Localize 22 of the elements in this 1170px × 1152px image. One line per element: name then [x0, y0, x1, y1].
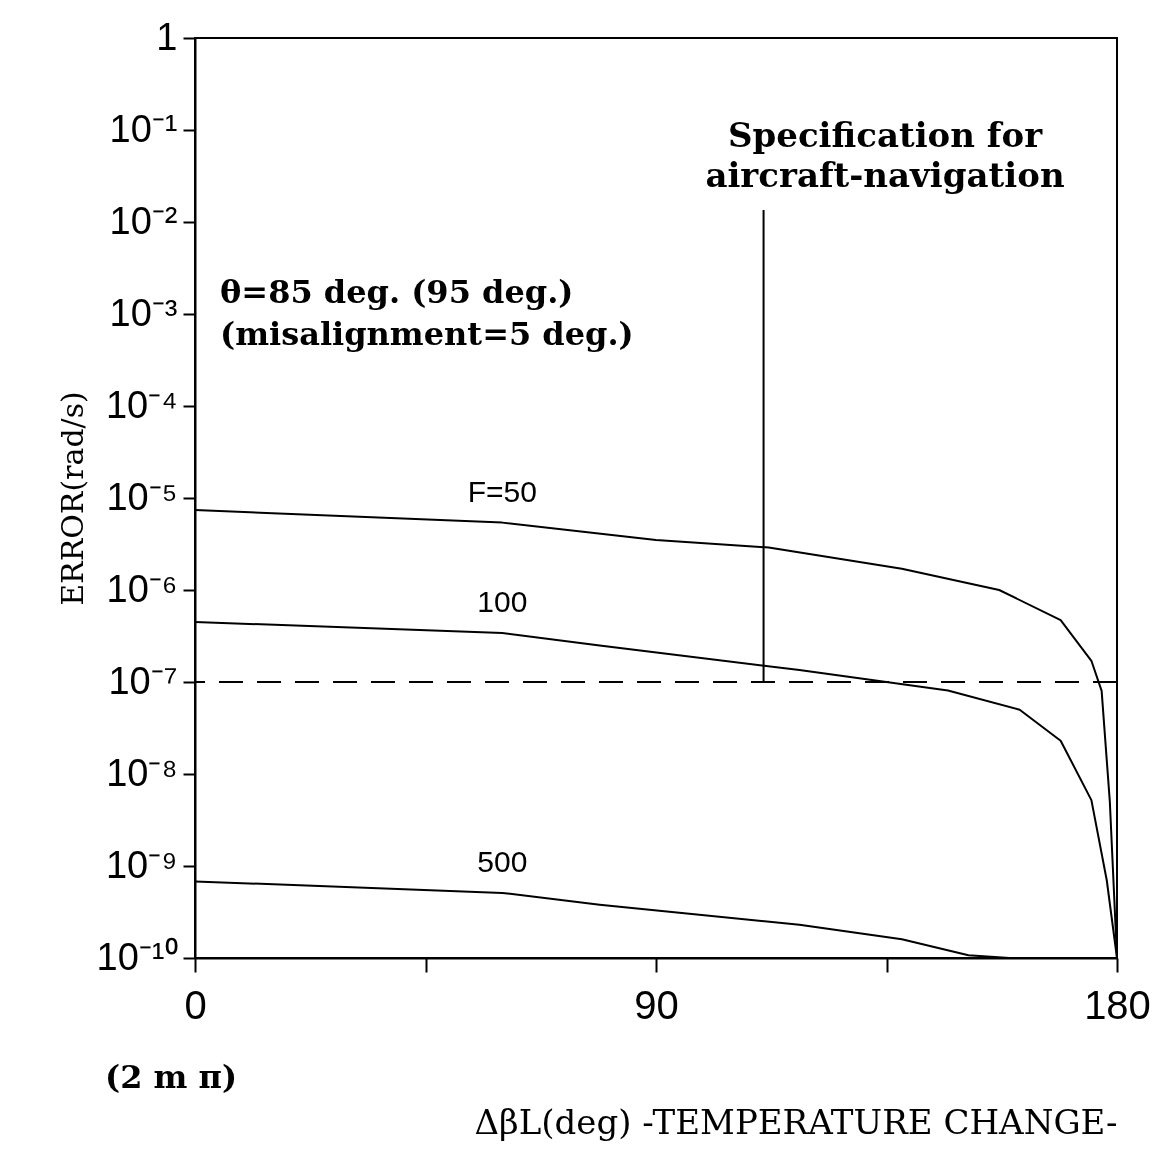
series-label: 100 — [477, 585, 528, 619]
y-tick-label: 10⁻² — [109, 199, 178, 242]
y-tick-label: 10⁻¹⁰ — [96, 935, 178, 978]
x-tick-label: 90 — [634, 982, 679, 1027]
y-tick-label: 10⁻⁸ — [106, 751, 178, 794]
y-tick-label: 10⁻⁹ — [105, 843, 178, 886]
y-tick-label: 10⁻⁷ — [108, 659, 178, 702]
y-tick-label: 10⁻³ — [109, 291, 178, 334]
x-tick-label: 180 — [1084, 982, 1151, 1027]
text: (2 m π) — [105, 1058, 238, 1096]
x-tick-label: 0 — [184, 982, 207, 1027]
annotation: θ=85 deg. (95 deg.) (misalignment=5 deg.) — [220, 273, 634, 353]
y-axis-title: ERROR(rad/s) — [54, 391, 90, 606]
y-tick-label: 1 — [156, 15, 178, 58]
series-label: 500 — [477, 844, 528, 878]
annotation: Specification for aircraft-navigation — [705, 115, 1065, 195]
y-tick-label: 10⁻⁶ — [106, 567, 178, 610]
y-tick-label: 10⁻⁴ — [105, 383, 178, 426]
y-tick-label: 10⁻⁵ — [106, 475, 178, 518]
y-tick-label: 10⁻¹ — [109, 107, 178, 150]
series-label: F=50 — [467, 474, 537, 508]
x-axis-title: ΔβL(deg) -TEMPERATURE CHANGE- — [474, 1101, 1118, 1142]
